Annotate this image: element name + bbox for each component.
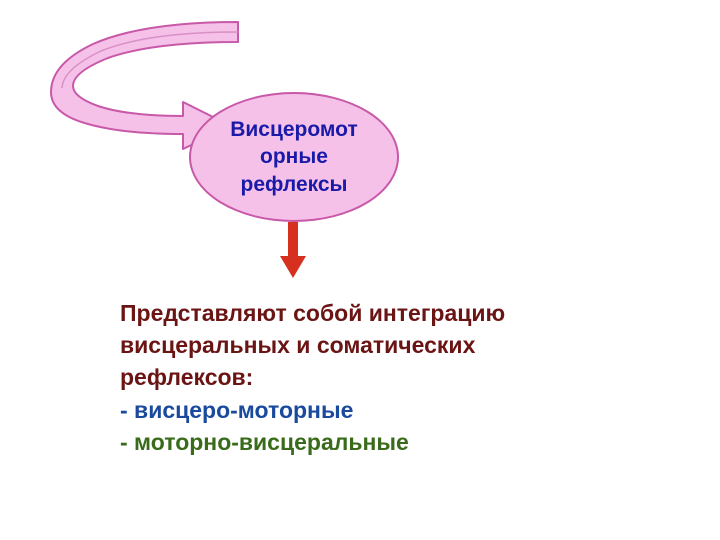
ellipse-text-line2: орные (260, 145, 328, 168)
description-text: Представляют собой интеграцию висцеральн… (120, 297, 610, 458)
down-arrow-shape (280, 222, 306, 283)
title-ellipse: Висцеромот орные рефлексы (189, 92, 399, 222)
desc-line-4: - висцеро-моторные (120, 394, 610, 426)
desc-line-2: висцеральных и соматических (120, 329, 610, 361)
desc-line-5: - моторно-висцеральные (120, 426, 610, 458)
ellipse-text-line3: рефлексы (241, 173, 348, 196)
desc-line-1: Представляют собой интеграцию (120, 297, 610, 329)
ellipse-text-line1: Висцеромот (230, 118, 358, 141)
desc-line-3: рефлексов: (120, 361, 610, 393)
